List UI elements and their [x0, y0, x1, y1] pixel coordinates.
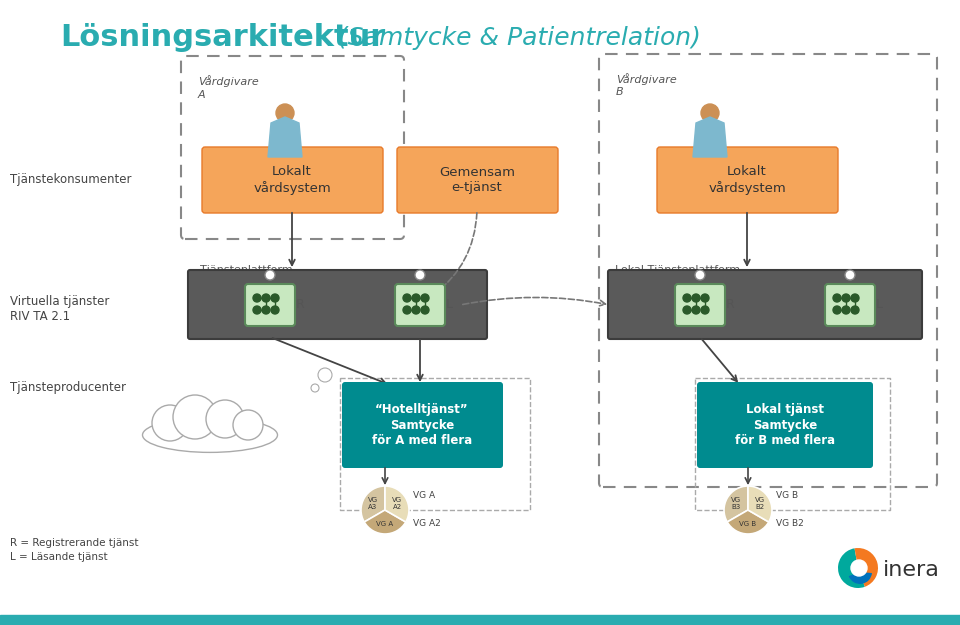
Circle shape — [412, 306, 420, 314]
Circle shape — [692, 306, 700, 314]
Wedge shape — [748, 486, 772, 522]
FancyBboxPatch shape — [697, 382, 873, 468]
Text: inera: inera — [883, 560, 940, 580]
Wedge shape — [724, 486, 748, 522]
Text: VG
A3: VG A3 — [368, 496, 378, 509]
Circle shape — [695, 270, 705, 280]
Text: Lokal tjänst
Samtycke
för B med flera: Lokal tjänst Samtycke för B med flera — [735, 404, 835, 446]
Circle shape — [845, 270, 855, 280]
Text: VG A2: VG A2 — [413, 519, 441, 529]
Circle shape — [415, 270, 425, 280]
Text: Tjänsteproducenter: Tjänsteproducenter — [10, 381, 126, 394]
Bar — [0, 615, 960, 625]
Text: Tjänstekonsumenter: Tjänstekonsumenter — [10, 174, 132, 186]
Circle shape — [253, 294, 261, 302]
FancyBboxPatch shape — [342, 382, 503, 468]
Text: R = Registrerande tjänst: R = Registrerande tjänst — [10, 538, 138, 548]
Circle shape — [233, 410, 263, 440]
Wedge shape — [385, 486, 409, 522]
Circle shape — [403, 294, 411, 302]
Wedge shape — [838, 548, 865, 588]
FancyBboxPatch shape — [825, 284, 875, 326]
Text: VG
B3: VG B3 — [731, 496, 741, 509]
Circle shape — [262, 306, 270, 314]
Text: Lokalt
vårdsystem: Lokalt vårdsystem — [708, 166, 786, 194]
Text: VG B: VG B — [776, 491, 798, 501]
Circle shape — [276, 104, 294, 122]
Circle shape — [421, 294, 429, 302]
FancyBboxPatch shape — [188, 270, 487, 339]
Circle shape — [412, 294, 420, 302]
FancyBboxPatch shape — [202, 147, 383, 213]
Circle shape — [833, 294, 841, 302]
Text: Vårdgivare: Vårdgivare — [198, 75, 259, 87]
Text: (Samtycke & Patientrelation): (Samtycke & Patientrelation) — [330, 26, 701, 50]
Text: Tjänsteplattform: Tjänsteplattform — [200, 265, 293, 275]
Circle shape — [403, 306, 411, 314]
Circle shape — [692, 294, 700, 302]
Text: Lösningsarkitektur: Lösningsarkitektur — [60, 24, 385, 52]
Text: VG B2: VG B2 — [776, 519, 804, 529]
Circle shape — [173, 395, 217, 439]
Circle shape — [701, 306, 709, 314]
Circle shape — [206, 400, 244, 438]
Text: L: L — [876, 299, 883, 311]
Circle shape — [851, 294, 859, 302]
Text: R: R — [296, 299, 304, 311]
Circle shape — [253, 306, 261, 314]
Circle shape — [683, 294, 691, 302]
Wedge shape — [361, 486, 385, 522]
Circle shape — [271, 306, 279, 314]
Circle shape — [152, 405, 188, 441]
Text: VG A: VG A — [413, 491, 435, 501]
Text: Lokalt
vårdsystem: Lokalt vårdsystem — [253, 166, 331, 194]
Circle shape — [701, 104, 719, 122]
Text: Lokal Tjänsteplattform: Lokal Tjänsteplattform — [615, 265, 740, 275]
FancyBboxPatch shape — [397, 147, 558, 213]
Circle shape — [421, 306, 429, 314]
Circle shape — [842, 294, 850, 302]
Text: L = Läsande tjänst: L = Läsande tjänst — [10, 552, 108, 562]
FancyBboxPatch shape — [245, 284, 295, 326]
Circle shape — [851, 306, 859, 314]
Text: Virtuella tjänster
RIV TA 2.1: Virtuella tjänster RIV TA 2.1 — [10, 295, 109, 323]
Text: VG A: VG A — [376, 521, 394, 527]
Circle shape — [311, 384, 319, 392]
Circle shape — [265, 270, 275, 280]
Text: Inväntar affärsmodell
för lokal användning: Inväntar affärsmodell för lokal användni… — [154, 425, 266, 447]
Polygon shape — [693, 117, 727, 157]
Text: Vårdgivare: Vårdgivare — [616, 73, 677, 85]
Text: R: R — [726, 299, 734, 311]
Text: VG
B2: VG B2 — [755, 496, 765, 509]
Wedge shape — [849, 572, 872, 584]
FancyBboxPatch shape — [608, 270, 922, 339]
Circle shape — [318, 368, 332, 382]
FancyBboxPatch shape — [395, 284, 445, 326]
Text: VG
A2: VG A2 — [392, 496, 402, 509]
Circle shape — [271, 294, 279, 302]
Wedge shape — [728, 510, 769, 534]
Circle shape — [683, 306, 691, 314]
FancyBboxPatch shape — [675, 284, 725, 326]
Wedge shape — [364, 510, 406, 534]
Text: VG B: VG B — [739, 521, 756, 527]
Circle shape — [701, 294, 709, 302]
Text: Gemensam
e-tjänst: Gemensam e-tjänst — [439, 166, 515, 194]
Polygon shape — [268, 117, 302, 157]
FancyBboxPatch shape — [657, 147, 838, 213]
Ellipse shape — [142, 418, 277, 452]
Circle shape — [833, 306, 841, 314]
Circle shape — [262, 294, 270, 302]
Text: L: L — [446, 299, 453, 311]
Text: B: B — [616, 87, 624, 97]
Circle shape — [842, 306, 850, 314]
Circle shape — [851, 560, 867, 576]
Text: “Hotelltjänst”
Samtycke
för A med flera: “Hotelltjänst” Samtycke för A med flera — [372, 404, 472, 446]
Text: A: A — [198, 90, 205, 100]
Wedge shape — [854, 548, 878, 587]
